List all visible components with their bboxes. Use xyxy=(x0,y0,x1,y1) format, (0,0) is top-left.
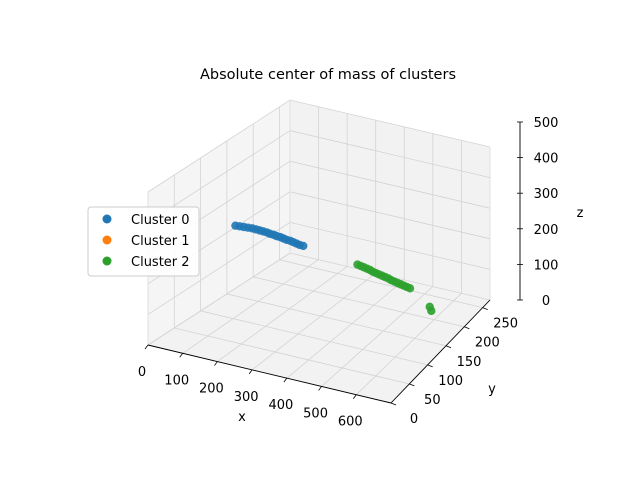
y-tick-mark xyxy=(427,364,433,368)
legend-label: Cluster 2 xyxy=(131,255,190,270)
y-tick-label: 200 xyxy=(475,336,500,351)
x-tick-mark xyxy=(318,386,322,391)
z-axis-label: z xyxy=(577,206,584,221)
x-tick-label: 300 xyxy=(234,390,259,405)
y-tick-label: 0 xyxy=(410,412,418,427)
legend-marker xyxy=(102,256,112,266)
z-tick-label: 400 xyxy=(534,152,559,167)
y-tick-mark xyxy=(445,345,452,349)
data-points xyxy=(231,221,436,316)
legend-label: Cluster 1 xyxy=(131,234,190,249)
y-axis-line xyxy=(390,299,491,404)
x-tick-mark xyxy=(352,394,357,399)
z-tick-label: 500 xyxy=(534,116,559,131)
z-tick-label: 100 xyxy=(534,258,559,273)
data-point-series-2 xyxy=(405,284,415,293)
legend-marker xyxy=(102,235,112,245)
floor-pane xyxy=(148,253,490,403)
data-point-series-0 xyxy=(299,241,308,251)
y-axis-label: y xyxy=(488,382,496,397)
left-pane xyxy=(148,100,290,345)
x-tick-label: 400 xyxy=(268,398,293,413)
legend-marker xyxy=(102,214,112,224)
legend-frame xyxy=(87,206,200,277)
x-tick-mark xyxy=(144,344,149,350)
y-tick-label: 100 xyxy=(438,374,463,389)
x-tick-label: 100 xyxy=(164,373,189,388)
data-point-series-2 xyxy=(427,306,436,316)
y-tick-mark xyxy=(464,326,470,330)
x-axis-line xyxy=(147,344,392,404)
legend-label: Cluster 0 xyxy=(131,213,190,228)
x-axis-label: x xyxy=(238,410,246,425)
z-tick-label: 200 xyxy=(534,223,559,238)
axis-panes xyxy=(148,100,490,403)
z-tick-label: 0 xyxy=(542,294,550,309)
back-pane xyxy=(290,100,490,300)
z-tick-label: 300 xyxy=(534,187,559,202)
y-tick-label: 50 xyxy=(424,393,441,408)
x-tick-label: 0 xyxy=(138,365,146,380)
legend: Cluster 0 Cluster 1 Cluster 2 xyxy=(87,206,200,277)
x-tick-mark xyxy=(179,353,184,358)
x-tick-mark xyxy=(283,377,288,383)
x-tick-mark xyxy=(214,361,218,366)
y-tick-mark xyxy=(390,402,397,406)
y-tick-mark xyxy=(409,383,415,387)
x-tick-mark xyxy=(248,369,253,375)
tick-labels: 0 100 200 300 400 500 600 0 50 100 150 200 250 0 100 20… xyxy=(138,116,559,430)
chart-title: Absolute center of mass of clusters xyxy=(200,67,456,83)
x-tick-label: 600 xyxy=(338,415,363,430)
x-tick-label: 200 xyxy=(199,382,224,397)
x-tick-label: 500 xyxy=(303,406,328,421)
y-tick-mark xyxy=(482,307,488,311)
y-tick-label: 150 xyxy=(457,355,482,370)
y-tick-label: 250 xyxy=(493,317,518,332)
